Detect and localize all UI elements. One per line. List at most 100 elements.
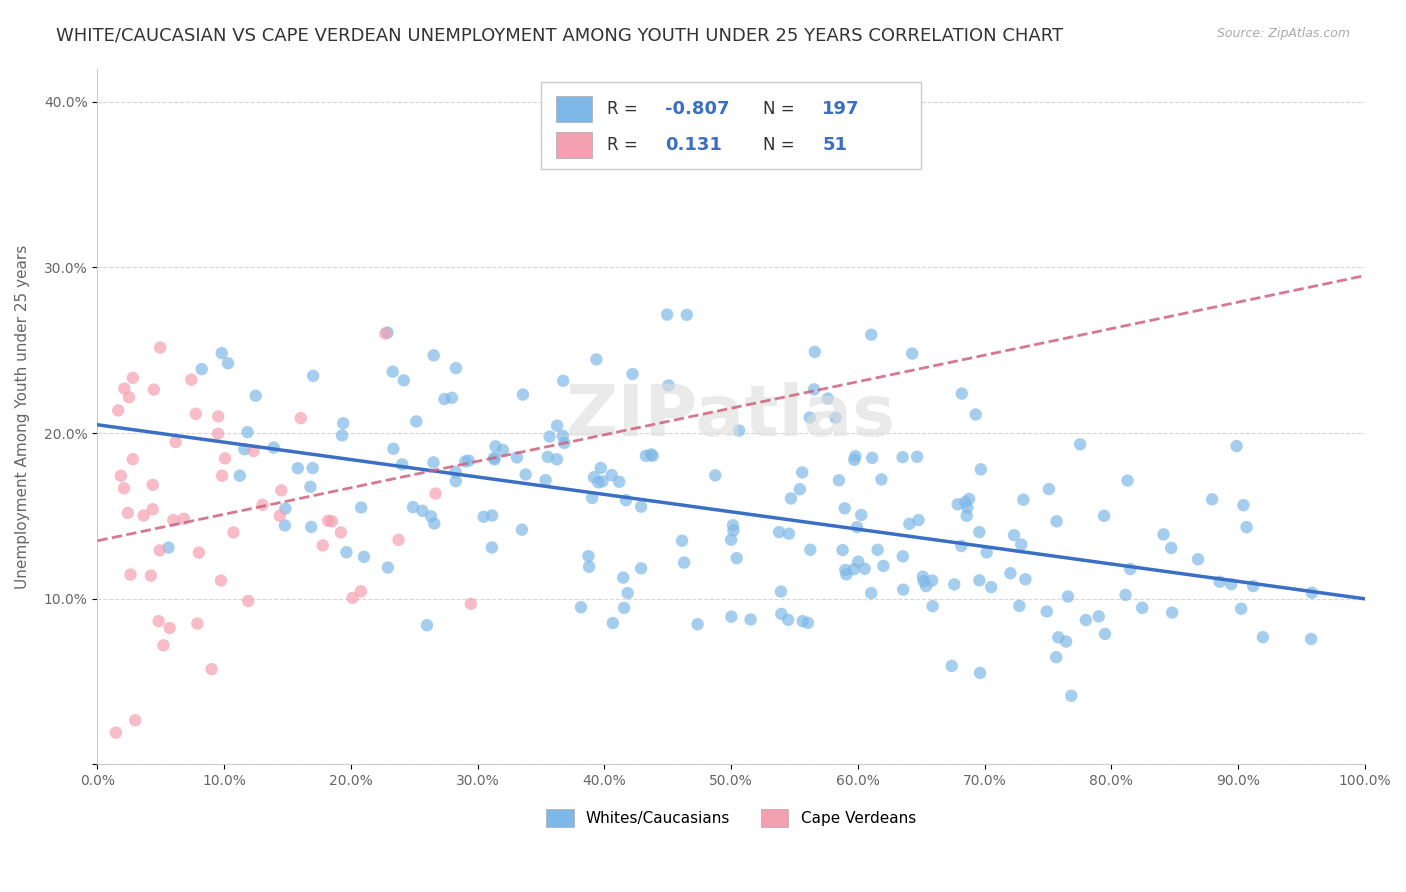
Point	[851, 508, 873, 522]
Point	[217, 356, 239, 370]
Point	[956, 500, 979, 515]
Point	[950, 539, 973, 553]
Point	[834, 563, 856, 577]
Point	[941, 659, 963, 673]
Point	[484, 452, 506, 467]
Point	[233, 442, 256, 457]
Point	[641, 449, 664, 463]
Text: ZIPatlas: ZIPatlas	[567, 382, 896, 451]
Point	[214, 451, 236, 466]
Point	[828, 473, 851, 487]
Point	[245, 389, 267, 403]
Point	[860, 450, 883, 465]
Point	[312, 538, 335, 552]
Point	[537, 450, 560, 464]
Legend: Whites/Caucasians, Cape Verdeans: Whites/Caucasians, Cape Verdeans	[540, 803, 922, 833]
Point	[1057, 590, 1080, 604]
Point	[1000, 566, 1022, 581]
Point	[969, 665, 991, 680]
Point	[1209, 574, 1232, 589]
Point	[891, 582, 914, 597]
FancyBboxPatch shape	[557, 95, 592, 122]
Point	[1014, 572, 1036, 586]
Point	[207, 426, 229, 441]
Point	[444, 361, 467, 376]
Point	[720, 609, 742, 624]
Point	[402, 500, 425, 514]
Point	[180, 373, 202, 387]
Point	[1241, 579, 1264, 593]
Point	[860, 586, 883, 600]
Point	[589, 461, 612, 475]
Point	[148, 614, 170, 628]
Point	[1047, 630, 1070, 644]
Point	[510, 523, 533, 537]
Point	[392, 373, 415, 387]
Point	[481, 508, 503, 523]
Point	[721, 518, 744, 533]
Point	[377, 560, 399, 574]
Point	[229, 468, 252, 483]
Point	[546, 418, 568, 433]
Point	[769, 584, 792, 599]
Point	[824, 410, 846, 425]
Point	[770, 607, 793, 621]
Point	[866, 542, 889, 557]
Point	[1187, 552, 1209, 566]
Point	[124, 713, 146, 727]
Point	[965, 408, 987, 422]
Point	[200, 662, 222, 676]
Point	[553, 374, 575, 388]
Point	[1251, 630, 1274, 644]
Point	[671, 533, 693, 548]
Point	[768, 525, 790, 540]
Point	[350, 500, 373, 515]
Point	[969, 525, 991, 540]
Point	[891, 549, 914, 564]
Point	[846, 520, 869, 534]
Point	[799, 542, 821, 557]
Point	[454, 454, 477, 468]
Point	[301, 461, 323, 475]
Point	[1069, 437, 1091, 451]
Point	[591, 475, 613, 489]
Point	[1094, 627, 1116, 641]
Point	[321, 515, 343, 529]
Point	[270, 483, 292, 498]
Point	[569, 600, 592, 615]
Point	[956, 508, 979, 523]
Text: 197: 197	[823, 100, 860, 118]
Point	[616, 586, 638, 600]
Point	[263, 441, 285, 455]
Point	[222, 525, 245, 540]
Point	[588, 475, 610, 490]
Point	[789, 482, 811, 496]
Point	[157, 541, 180, 555]
Point	[405, 414, 427, 428]
Point	[211, 468, 233, 483]
Point	[1232, 498, 1254, 512]
Point	[110, 468, 132, 483]
Point	[915, 579, 938, 593]
Point	[901, 346, 924, 360]
Point	[422, 455, 444, 469]
Point	[481, 541, 503, 555]
Point	[1201, 492, 1223, 507]
Point	[460, 597, 482, 611]
Point	[425, 486, 447, 500]
Point	[117, 506, 139, 520]
Point	[132, 508, 155, 523]
Point	[817, 392, 839, 406]
Point	[955, 495, 977, 509]
Point	[803, 344, 825, 359]
Point	[976, 545, 998, 559]
Point	[704, 468, 727, 483]
Point	[512, 387, 534, 401]
Point	[186, 616, 208, 631]
Text: 0.131: 0.131	[665, 136, 723, 154]
Point	[423, 516, 446, 531]
Point	[834, 501, 856, 516]
Point	[104, 725, 127, 739]
Point	[831, 543, 853, 558]
Point	[792, 466, 814, 480]
